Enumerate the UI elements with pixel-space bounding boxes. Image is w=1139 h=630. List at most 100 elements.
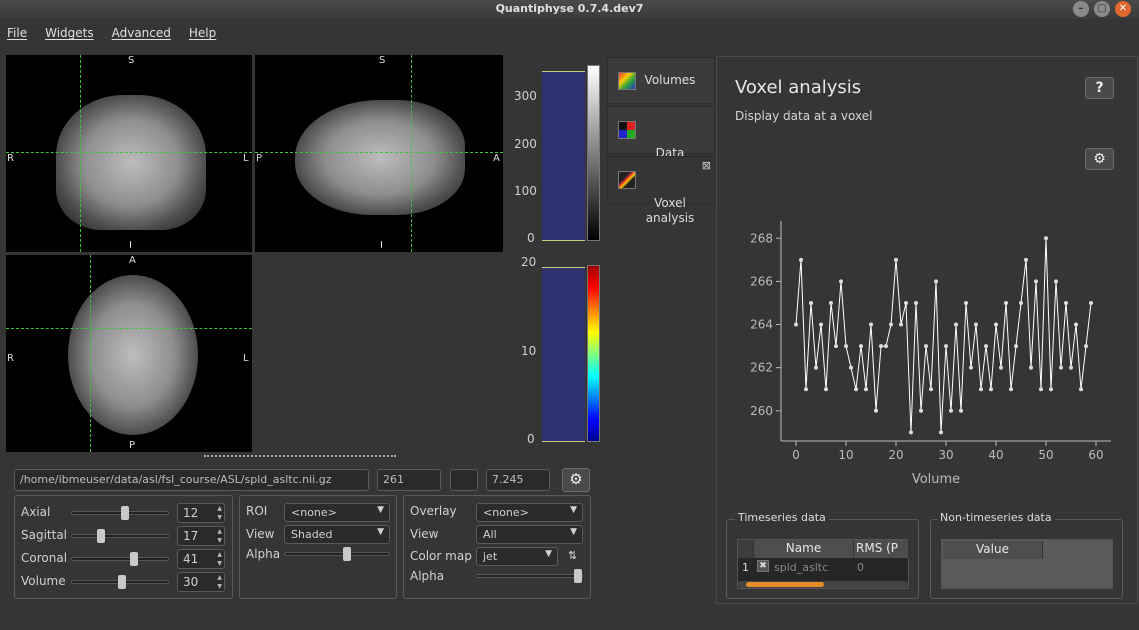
x-tick-label: 40 — [988, 448, 1003, 462]
data-point — [924, 344, 928, 349]
x-tick-label: 50 — [1038, 448, 1053, 462]
data-point — [799, 257, 803, 262]
horizontal-scrollbar[interactable] — [738, 581, 908, 588]
volume-spinbox[interactable]: 30 ▲ ▼ — [177, 572, 225, 592]
crosshair-horizontal — [6, 328, 252, 329]
data-point — [839, 279, 843, 284]
data-point — [904, 300, 908, 305]
menu-bar: File Widgets Advanced Help — [0, 19, 1139, 47]
sagittal-slider[interactable] — [71, 529, 169, 543]
coronal-spinbox[interactable]: 41 ▲ ▼ — [177, 549, 225, 569]
corner-header — [738, 540, 754, 558]
overlay-view-select[interactable]: All ▼ — [476, 525, 583, 544]
data-point — [954, 322, 958, 327]
table-row-name[interactable]: spld_asltc — [774, 561, 829, 574]
x-tick-label: 30 — [938, 448, 953, 462]
file-path-field[interactable]: /home/ibmeuser/data/asl/fsl_course/ASL/s… — [14, 469, 369, 491]
menu-file[interactable]: File — [7, 26, 28, 40]
volume-slider[interactable] — [71, 575, 169, 589]
close-tab-icon[interactable]: ⊠ — [701, 159, 711, 172]
non-timeseries-table[interactable]: Value — [941, 539, 1113, 589]
swap-colormap-icon[interactable]: ⇅ — [568, 549, 578, 562]
data-point — [1024, 257, 1028, 262]
position-value-field[interactable]: 7.245 — [486, 469, 550, 491]
hist2-tick-20: 20 — [521, 255, 537, 269]
table-row-rms[interactable]: 0 — [857, 561, 864, 574]
column-header-name[interactable]: Name — [754, 540, 854, 558]
settings-button[interactable]: ⚙ — [562, 468, 590, 492]
roi-select[interactable]: <none> ▼ — [284, 503, 390, 522]
x-tick-label: 0 — [792, 448, 800, 462]
overlay-select[interactable]: <none> ▼ — [476, 503, 583, 522]
spin-arrows-icon[interactable]: ▲ ▼ — [217, 505, 222, 521]
spin-arrows-icon[interactable]: ▲ ▼ — [217, 574, 222, 590]
gear-icon: ⚙ — [1093, 151, 1106, 167]
remove-row-icon[interactable]: ✖ — [757, 560, 769, 572]
axial-view[interactable]: A P R L — [6, 255, 252, 452]
crosshair-vertical — [90, 255, 91, 452]
empty-field[interactable] — [450, 469, 478, 491]
colormap-histogram[interactable]: 20 10 0 — [505, 253, 605, 448]
hist2-tick-0: 0 — [527, 432, 535, 446]
roi-view-select[interactable]: Shaded ▼ — [284, 525, 390, 544]
axial-spinbox[interactable]: 12 ▲ ▼ — [177, 503, 225, 523]
overlay-alpha-slider-knob[interactable] — [574, 569, 582, 583]
data-point — [829, 300, 833, 305]
data-point — [809, 300, 813, 305]
roi-view-label: View — [246, 527, 275, 541]
options-button[interactable]: ⚙ — [1085, 148, 1114, 170]
timeseries-table[interactable]: Name RMS (P 1 ✖ spld_asltc 0 — [737, 539, 909, 589]
help-button[interactable]: ? — [1085, 77, 1114, 99]
tab-volumes[interactable]: Volumes — [607, 57, 715, 104]
colormap-select[interactable]: jet ▼ — [476, 547, 558, 566]
data-point — [1059, 365, 1063, 370]
sagittal-label: Sagittal — [21, 528, 68, 542]
spin-arrows-icon[interactable]: ▲ ▼ — [217, 528, 222, 544]
tab-data-statistics[interactable]: Data Statistics — [607, 106, 715, 175]
x-tick-label: 10 — [838, 448, 853, 462]
roi-alpha-slider-knob[interactable] — [343, 547, 352, 561]
splitter-handle[interactable] — [204, 455, 396, 457]
voxel-value-field[interactable]: 261 — [377, 469, 441, 491]
overlay-alpha-slider[interactable] — [476, 569, 583, 583]
axial-label: Axial — [21, 505, 51, 519]
maximize-icon[interactable]: ▢ — [1094, 1, 1110, 17]
y-tick-label: 264 — [750, 318, 773, 332]
data-point — [814, 365, 818, 370]
axial-slider[interactable] — [71, 506, 169, 520]
spin-arrows-icon[interactable]: ▲ ▼ — [217, 551, 222, 567]
data-point — [1044, 236, 1048, 241]
overlay-group: Overlay <none> ▼ View All ▼ Color map jet ▼… — [403, 495, 591, 599]
column-header-rms[interactable]: RMS (P — [854, 540, 909, 558]
chevron-down-icon: ▼ — [377, 505, 384, 515]
data-point — [959, 408, 963, 413]
data-point — [879, 344, 883, 349]
data-point — [939, 430, 943, 435]
sagittal-view[interactable]: S I P A — [255, 55, 503, 252]
orient-left: R — [7, 353, 14, 364]
menu-widgets[interactable]: Widgets — [45, 26, 94, 40]
close-icon[interactable]: ✕ — [1115, 1, 1131, 17]
menu-help[interactable]: Help — [188, 26, 217, 40]
coronal-view[interactable]: S I R L — [6, 55, 252, 252]
tab-voxel-analysis[interactable]: Voxel analysis ⊠ — [607, 156, 715, 225]
minimize-icon[interactable]: – — [1073, 1, 1089, 17]
roi-group: ROI <none> ▼ View Shaded ▼ Alpha — [239, 495, 397, 599]
sagittal-spinbox[interactable]: 17 ▲ ▼ — [177, 526, 225, 546]
chevron-down-icon: ▼ — [545, 549, 552, 559]
menu-advanced[interactable]: Advanced — [111, 26, 171, 40]
greyscale-histogram[interactable]: 300 200 100 0 — [505, 57, 605, 249]
chevron-down-icon: ▼ — [570, 505, 577, 515]
data-point — [1039, 387, 1043, 392]
column-header-value[interactable]: Value — [943, 541, 1043, 559]
axial-slider-knob[interactable] — [120, 506, 129, 520]
window-title: Quantiphyse 0.7.4.dev7 — [495, 2, 644, 15]
scrollbar-handle[interactable] — [746, 582, 824, 587]
window-titlebar: Quantiphyse 0.7.4.dev7 – ▢ ✕ — [0, 0, 1139, 19]
roi-alpha-slider[interactable] — [284, 547, 390, 561]
brain-image — [295, 100, 465, 215]
volume-slider-knob[interactable] — [117, 575, 126, 589]
coronal-slider-knob[interactable] — [130, 552, 139, 566]
sagittal-slider-knob[interactable] — [96, 529, 105, 543]
coronal-slider[interactable] — [71, 552, 169, 566]
